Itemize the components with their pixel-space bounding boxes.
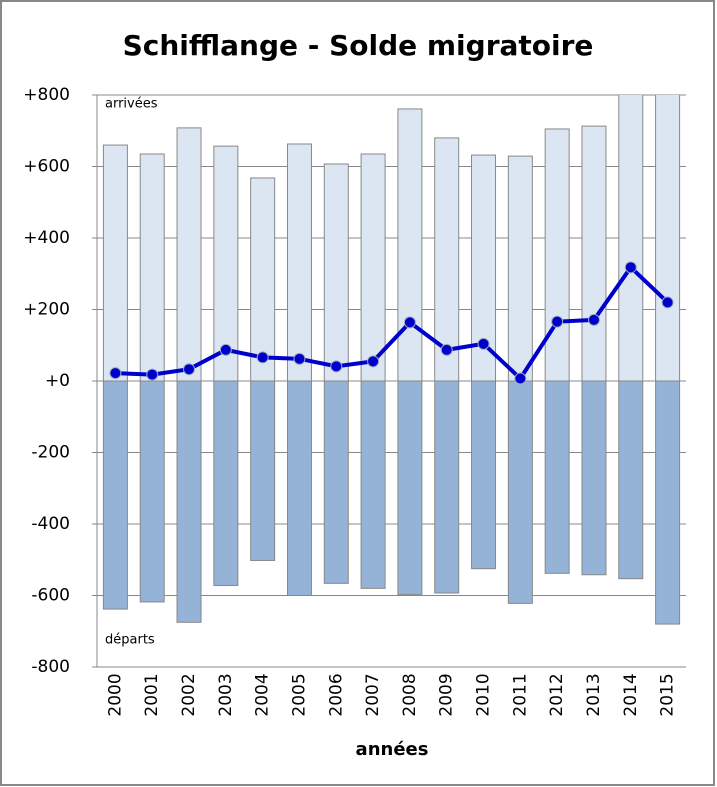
line	[115, 264, 669, 382]
bar	[397, 108, 423, 382]
bar	[176, 127, 202, 382]
marker	[587, 313, 600, 326]
x-tick-label: 2000	[105, 673, 125, 716]
y-tick-label: -800	[31, 657, 70, 677]
bar	[213, 380, 239, 586]
bar	[581, 125, 607, 382]
marker	[367, 355, 380, 368]
legend-label: départs	[105, 633, 155, 648]
marker	[219, 343, 232, 356]
x-tick-label: 2010	[474, 673, 494, 716]
bar	[434, 137, 460, 382]
bar	[102, 144, 128, 382]
bar	[323, 380, 349, 584]
x-tick-label: 2008	[400, 673, 420, 716]
x-tick-label: 2014	[621, 673, 641, 716]
marker	[403, 316, 416, 329]
bar	[323, 163, 349, 382]
y-tick-label: +400	[23, 228, 70, 248]
bar	[618, 380, 644, 580]
bar	[544, 380, 570, 574]
bar	[507, 380, 533, 604]
bar	[581, 380, 607, 576]
bar	[544, 128, 570, 382]
bar	[250, 177, 276, 382]
x-axis-label: années	[356, 739, 429, 760]
bar	[655, 95, 681, 382]
bar	[397, 380, 423, 595]
x-tick-label: 2009	[437, 673, 457, 716]
x-tick-label: 2004	[253, 673, 273, 716]
marker	[551, 315, 564, 328]
y-tick-label: +200	[23, 300, 70, 320]
x-tick-label: 2012	[547, 673, 567, 716]
bar	[286, 380, 312, 596]
x-tick-label: 2011	[510, 673, 530, 716]
y-tick-label: -400	[31, 514, 70, 534]
y-tick-label: +0	[45, 371, 70, 391]
bar	[102, 380, 128, 610]
marker	[293, 352, 306, 365]
x-tick-label: 2007	[363, 673, 383, 716]
x-tick-label: 2003	[216, 673, 236, 716]
x-tick-label: 2001	[142, 673, 162, 716]
y-tick-label: -200	[31, 443, 70, 463]
bar	[360, 153, 386, 382]
bar	[176, 380, 202, 623]
legend-label: arrivées	[105, 97, 158, 112]
x-tick-label: 2002	[179, 673, 199, 716]
bar	[250, 380, 276, 561]
marker	[624, 261, 637, 274]
marker	[183, 363, 196, 376]
x-tick-label: 2006	[326, 673, 346, 716]
chart-title: Schifflange - Solde migratoire	[123, 29, 594, 62]
bar	[286, 143, 312, 382]
y-tick-label: +800	[23, 85, 70, 105]
bar	[618, 95, 644, 382]
marker	[440, 343, 453, 356]
y-tick-label: -600	[31, 586, 70, 606]
marker	[146, 368, 159, 381]
bar	[434, 380, 460, 594]
y-tick-label: +600	[23, 157, 70, 177]
bar	[139, 153, 165, 382]
marker	[256, 351, 269, 364]
bar	[471, 380, 497, 570]
marker	[477, 337, 490, 350]
x-tick-label: 2015	[658, 673, 678, 716]
bar	[213, 145, 239, 382]
bar	[360, 380, 386, 589]
marker	[109, 367, 122, 380]
bar	[507, 155, 533, 382]
x-tick-label: 2013	[584, 673, 604, 716]
bar	[655, 380, 681, 625]
marker	[661, 296, 674, 309]
marker	[514, 372, 527, 385]
x-tick-label: 2005	[289, 673, 309, 716]
marker	[330, 360, 343, 373]
bar	[139, 380, 165, 603]
